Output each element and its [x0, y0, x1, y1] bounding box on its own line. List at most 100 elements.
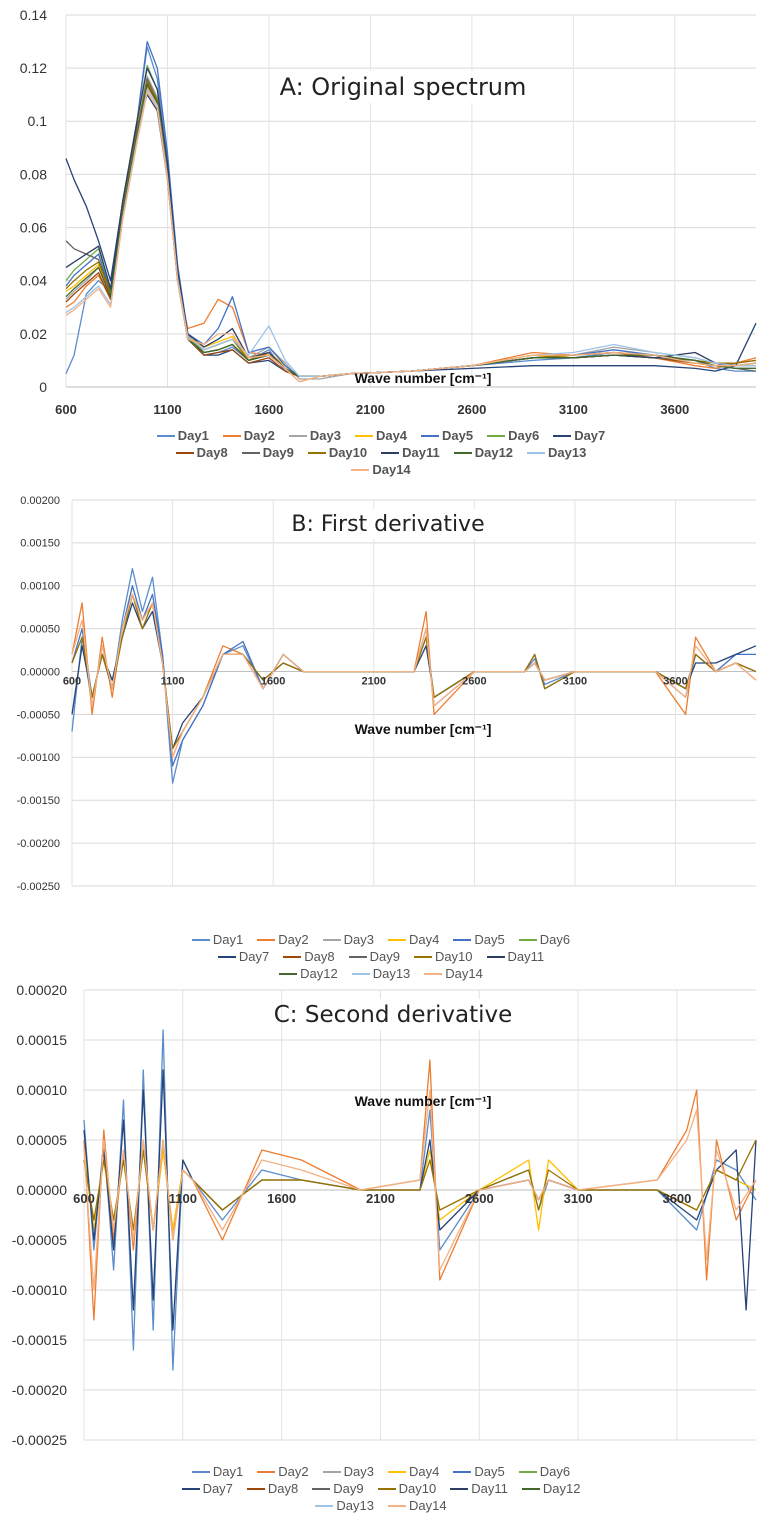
legend-label: Day4	[375, 428, 408, 443]
y-tick-label: 0.06	[20, 219, 47, 235]
legend-swatch	[518, 938, 537, 941]
legend-label: Day3	[343, 1464, 374, 1479]
legend-item-day4: Day4	[388, 1464, 439, 1479]
series-line-day6	[65, 64, 756, 378]
legend-swatch	[453, 451, 472, 454]
legend-swatch	[377, 1487, 396, 1490]
y-tick-label: -0.00250	[17, 881, 60, 893]
legend-swatch	[421, 434, 440, 437]
y-tick-label: 0	[39, 379, 47, 395]
legend-item-day3: Day3	[322, 932, 374, 947]
y-tick-label: -0.00020	[12, 1382, 67, 1398]
legend-swatch	[413, 955, 432, 958]
legend-swatch	[553, 434, 572, 437]
legend-item-day5: Day5	[421, 428, 473, 443]
legend-item-day5: Day5	[453, 932, 505, 947]
legend-label: Day14	[372, 462, 411, 477]
legend-b: Day1 Day2 Day3 Day4 Day5 Day6 Day7 Day8 Day9 Day1…	[0, 932, 762, 981]
legend-label: Day3	[309, 428, 341, 443]
series-line-day11	[65, 67, 757, 378]
x-tick-label: 3600	[663, 676, 687, 688]
legend-item-day9: Day9	[312, 1481, 364, 1496]
legend-label: Day14	[445, 966, 483, 981]
legend-label: Day12	[542, 1481, 581, 1496]
y-tick-label: 0.00000	[20, 666, 60, 678]
y-tick-label: 0.00010	[16, 1082, 67, 1098]
x-tick-label: 2100	[362, 676, 386, 688]
y-tick-label: -0.00100	[17, 752, 60, 764]
legend-item-day4: Day4	[354, 428, 408, 443]
y-tick-label: 0.00050	[20, 624, 60, 636]
legend-swatch	[388, 1470, 406, 1473]
legend-swatch	[351, 972, 370, 975]
legend-label: Day8	[196, 445, 228, 460]
series-line-day14	[83, 1089, 757, 1291]
legend-swatch	[322, 1470, 341, 1473]
legend-swatch	[315, 1504, 334, 1507]
chart-a-svg: 0 0.02 0.04 0.06 0.08 0.1 0.12 0.14 600 1100 1600 2…	[20, 7, 757, 417]
legend-label: Day8	[304, 949, 335, 964]
legend-label: Day5	[442, 428, 474, 443]
legend-item-day10: Day10	[307, 445, 367, 460]
legend-item-day9: Day9	[241, 445, 294, 460]
legend-item-day2: Day2	[257, 1464, 309, 1479]
x-tick-label: 1600	[267, 1191, 296, 1206]
x-tick-label: 3100	[559, 402, 588, 417]
legend-swatch	[222, 434, 241, 437]
legend-swatch	[388, 1504, 406, 1507]
legend-swatch	[518, 1470, 537, 1473]
legend-swatch	[388, 938, 406, 941]
legend-swatch	[175, 451, 194, 454]
legend-swatch	[322, 938, 341, 941]
legend-label: Day5	[474, 932, 505, 947]
legend-label: Day13	[372, 966, 411, 981]
legend-label: Day3	[343, 932, 374, 947]
legend-label: Day13	[548, 445, 587, 460]
legend-swatch	[307, 451, 326, 454]
legend-label: Day6	[508, 428, 540, 443]
legend-item-day5: Day5	[453, 1464, 505, 1479]
legend-swatch	[487, 434, 506, 437]
chart-title-bg	[283, 999, 503, 1030]
x-tick-label: 3600	[662, 1191, 691, 1206]
legend-item-day8: Day8	[246, 1481, 299, 1496]
series-line-day13	[65, 88, 756, 378]
legend-label: Day1	[212, 1464, 244, 1479]
legend-item-day2: Day2	[222, 428, 275, 443]
legend-label: Day8	[267, 1481, 299, 1496]
legend-swatch	[288, 434, 307, 437]
legend-item-day11: Day11	[381, 445, 440, 460]
series-line-day2	[65, 86, 757, 383]
legend-label: Day1	[177, 428, 209, 443]
legend-item-day12: Day12	[521, 1481, 581, 1496]
legend-item-day2: Day2	[257, 932, 309, 947]
legend-item-day11: Day11	[450, 1481, 508, 1496]
y-tick-label: -0.00200	[17, 838, 60, 850]
x-tick-label: 3100	[564, 1191, 593, 1206]
gridlines	[71, 499, 756, 887]
legend-item-day12: Day12	[453, 445, 513, 460]
legend-label: Day14	[409, 1498, 447, 1513]
legend-item-day14: Day14	[424, 966, 483, 981]
chart-title-bg	[293, 71, 513, 103]
y-tick-label: -0.00005	[12, 1232, 67, 1248]
legend-swatch	[181, 1487, 200, 1490]
legend-item-day6: Day6	[518, 1464, 570, 1479]
chart-title-bg	[278, 509, 498, 539]
series-line-day8	[65, 83, 757, 378]
legend-item-day7: Day7	[553, 428, 605, 443]
gridlines	[83, 989, 756, 1441]
legend-swatch	[312, 1487, 331, 1490]
legend-item-day6: Day6	[487, 428, 539, 443]
legend-swatch	[217, 955, 236, 958]
legend-swatch	[191, 938, 210, 941]
legend-item-day4: Day4	[388, 932, 439, 947]
x-tick-label: 2100	[356, 402, 385, 417]
legend-label: Day9	[333, 1481, 364, 1496]
legend-item-day11: Day11	[486, 949, 544, 964]
legend-item-day14: Day14	[388, 1498, 447, 1513]
legend-swatch	[381, 451, 400, 454]
legend-item-day13: Day13	[315, 1498, 374, 1513]
legend-swatch	[257, 1470, 276, 1473]
legend-swatch	[283, 955, 302, 958]
